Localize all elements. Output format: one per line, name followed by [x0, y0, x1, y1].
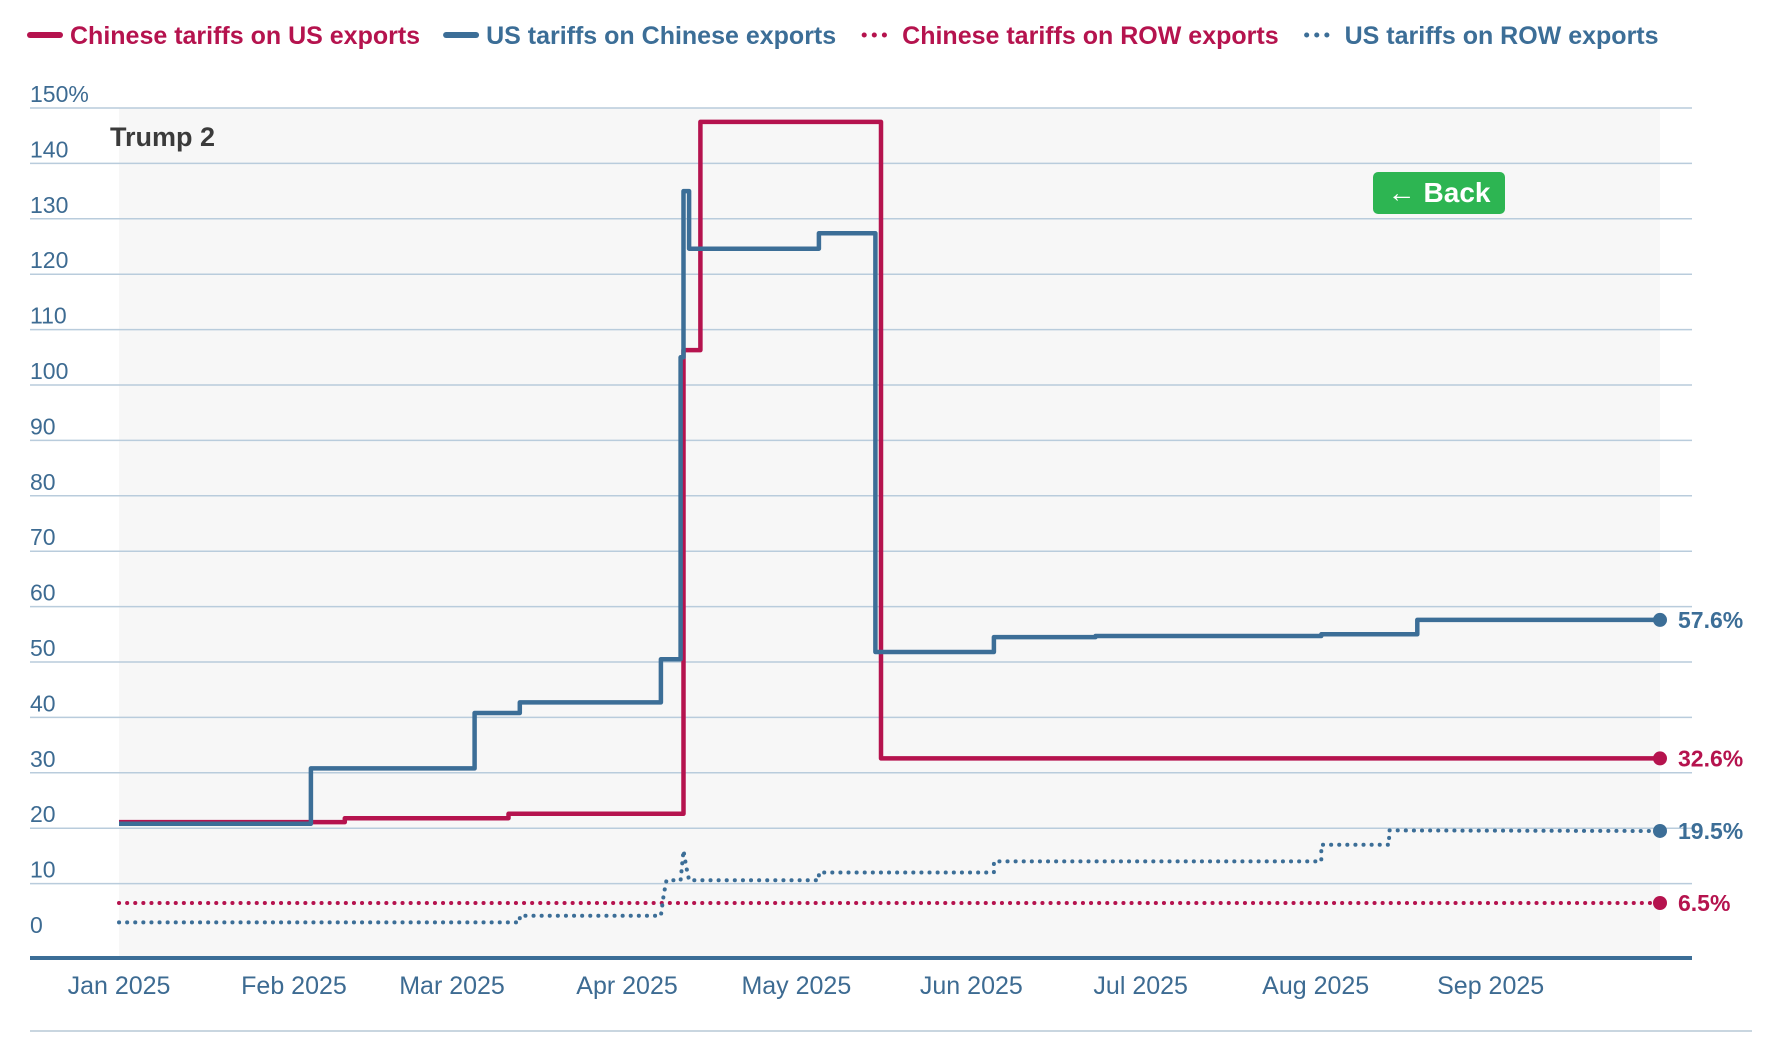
y-tick-label: 0: [30, 912, 43, 938]
y-axis-ticks: 0 10 20 30 40 50 60 70 80 90 100 110 120 130 140 150%: [30, 81, 89, 938]
y-tick-label: 70: [30, 524, 56, 550]
x-tick-label: Sep 2025: [1437, 972, 1544, 1000]
y-tick-label: 110: [30, 303, 67, 329]
series-line-2: [119, 188, 1660, 827]
legend-label: US tariffs on ROW exports: [1345, 22, 1659, 50]
y-tick-label: 80: [30, 469, 56, 495]
legend: Chinese tariffs on US exports US tariffs …: [27, 22, 1659, 50]
end-value-label-1: 32.6%: [1678, 745, 1743, 771]
y-tick-label: 20: [30, 801, 56, 827]
end-value-label-2: 57.6%: [1678, 607, 1743, 633]
end-markers: 32.6% 57.6% 6.5% 19.5%: [1653, 607, 1743, 916]
series-line-1: [119, 119, 1660, 825]
end-marker-2: [1653, 612, 1667, 627]
y-tick-label: 100: [30, 358, 68, 384]
legend-item-2: US tariffs on Chinese exports: [443, 22, 836, 50]
legend-label: US tariffs on Chinese exports: [486, 22, 836, 50]
x-tick-label: Jan 2025: [68, 972, 171, 1000]
y-tick-label: 10: [30, 857, 56, 883]
y-tick-label: 150%: [30, 81, 89, 107]
y-tick-label: 40: [30, 690, 56, 716]
legend-item-3: Chinese tariffs on ROW exports: [861, 22, 1279, 50]
back-arrow-icon: ←: [1387, 177, 1416, 208]
legend-label: Chinese tariffs on US exports: [70, 22, 420, 50]
back-button-label: Back: [1423, 177, 1491, 208]
x-tick-label: Jun 2025: [920, 972, 1023, 1000]
end-value-label-3: 6.5%: [1678, 890, 1730, 916]
y-tick-label: 140: [30, 136, 68, 162]
y-tick-label: 90: [30, 413, 56, 439]
y-tick-label: 50: [30, 635, 56, 661]
x-tick-label: Apr 2025: [576, 972, 677, 1000]
x-tick-label: Feb 2025: [241, 972, 347, 1000]
x-tick-label: Mar 2025: [399, 972, 505, 1000]
y-tick-label: 120: [30, 247, 68, 273]
back-button[interactable]: ← Back: [1373, 172, 1505, 214]
end-value-label-4: 19.5%: [1678, 818, 1743, 844]
grid-lines: [30, 107, 1692, 885]
end-marker-4: [1653, 823, 1667, 838]
legend-label: Chinese tariffs on ROW exports: [902, 22, 1278, 50]
x-axis-ticks: Jan 2025 Feb 2025 Mar 2025 Apr 2025 May 2025…: [68, 972, 1545, 1000]
x-tick-label: Aug 2025: [1262, 972, 1369, 1000]
legend-item-1: Chinese tariffs on US exports: [27, 22, 420, 50]
x-tick-label: May 2025: [741, 972, 851, 1000]
y-tick-label: 130: [30, 192, 68, 218]
end-marker-1: [1653, 751, 1667, 766]
legend-item-4: US tariffs on ROW exports: [1304, 22, 1659, 50]
series-layer: [117, 119, 1662, 925]
series-line-4: [117, 828, 1662, 925]
trump2-annotation: Trump 2: [110, 122, 215, 152]
y-tick-label: 60: [30, 580, 56, 606]
y-tick-label: 30: [30, 746, 56, 772]
end-marker-3: [1653, 895, 1667, 910]
x-tick-label: Jul 2025: [1093, 972, 1188, 1000]
